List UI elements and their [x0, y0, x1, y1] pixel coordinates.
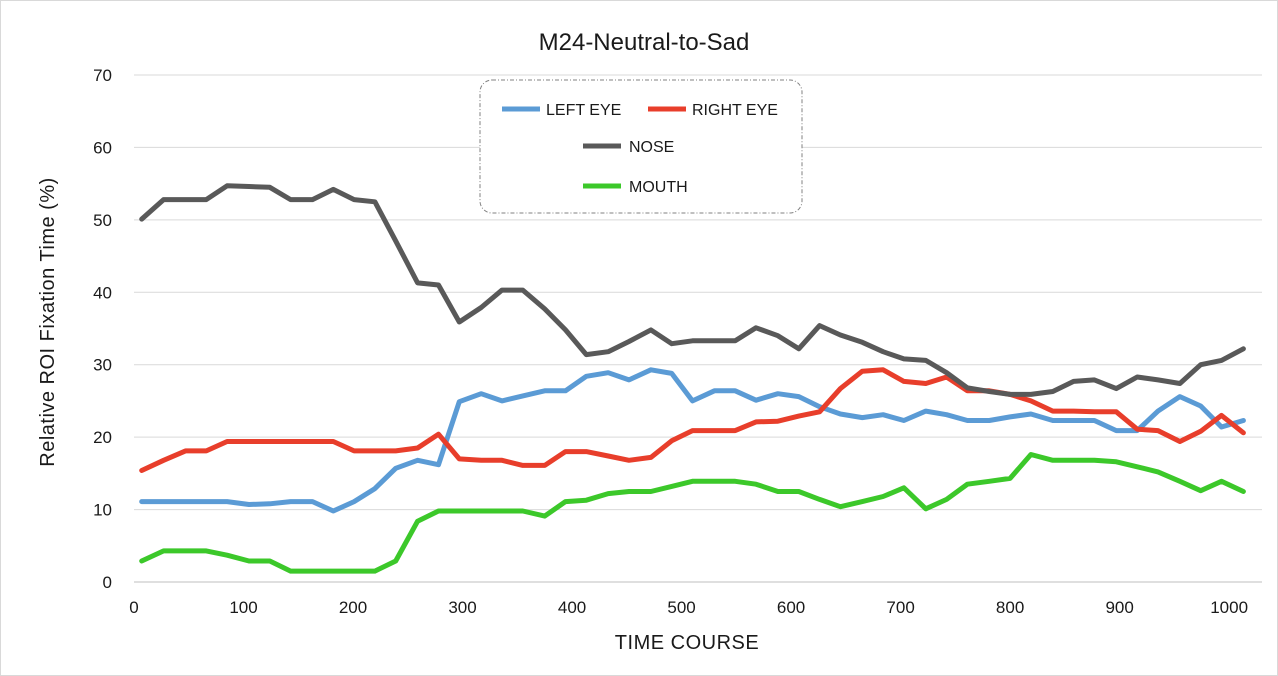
y-tick-label: 10 — [93, 501, 112, 520]
x-tick-label: 0 — [129, 598, 138, 617]
legend-label-mouth: MOUTH — [629, 179, 688, 196]
y-tick-label: 40 — [93, 283, 112, 302]
legend: LEFT EYE RIGHT EYE NOSE MOUTH — [479, 79, 803, 214]
x-tick-label: 300 — [448, 598, 476, 617]
y-tick-label: 60 — [93, 138, 112, 157]
x-tick-label: 900 — [1105, 598, 1133, 617]
series-line-right-eye — [139, 367, 1246, 473]
legend-label-left-eye: LEFT EYE — [546, 102, 621, 119]
x-tick-label: 500 — [667, 598, 695, 617]
y-tick-label: 0 — [103, 573, 112, 592]
chart-title: M24-Neutral-to-Sad — [539, 29, 750, 56]
x-tick-labels: 0 100 200 300 400 500 600 700 800 900 1000 — [129, 598, 1248, 617]
x-tick-label: 1000 — [1210, 598, 1248, 617]
y-tick-labels: 0 10 20 30 40 50 60 70 — [93, 66, 112, 592]
legend-box — [479, 79, 803, 214]
y-axis-title: Relative ROI Fixation Time (%) — [37, 177, 59, 467]
x-tick-label: 600 — [777, 598, 805, 617]
x-tick-label: 400 — [558, 598, 586, 617]
y-tick-label: 30 — [93, 356, 112, 375]
y-tick-label: 70 — [93, 66, 112, 85]
series-lines — [139, 183, 1246, 574]
y-tick-label: 50 — [93, 211, 112, 230]
series-line-left-eye — [139, 367, 1246, 514]
gridlines — [134, 74, 1262, 511]
series-line-nose — [139, 183, 1246, 397]
x-tick-label: 800 — [996, 598, 1024, 617]
y-tick-label: 20 — [93, 428, 112, 447]
x-axis-title: TIME COURSE — [615, 632, 759, 654]
x-tick-label: 700 — [886, 598, 914, 617]
legend-label-nose: NOSE — [629, 139, 674, 156]
x-tick-label: 100 — [229, 598, 257, 617]
series-line-mouth — [139, 452, 1246, 574]
x-tick-label: 200 — [339, 598, 367, 617]
legend-label-right-eye: RIGHT EYE — [692, 102, 778, 119]
